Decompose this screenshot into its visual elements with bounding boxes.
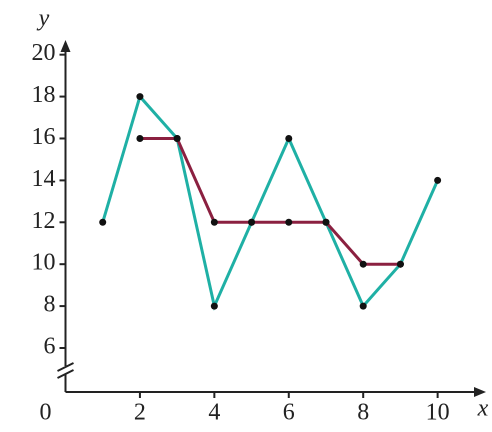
y-axis-label: y [37,6,50,32]
axis-break [57,362,74,372]
data-point [248,218,256,226]
series-line [139,136,401,266]
y-tick-label: 14 [32,166,56,192]
y-tick-label: 10 [32,250,56,276]
data-point [359,302,367,310]
y-tick-label: 18 [32,82,56,108]
y-tick-label: 6 [44,334,56,360]
axis-break [57,369,74,379]
y-tick-label: 16 [32,124,56,150]
y-tick-label: 8 [44,292,56,318]
x-tick-label: 6 [283,400,295,426]
data-point [396,260,404,268]
data-point [210,218,218,226]
data-point [173,134,181,142]
data-point [210,302,218,310]
x-tick-label: 10 [426,400,450,426]
data-point [99,218,107,226]
y-tick-label: 12 [32,208,56,234]
data-point [285,218,293,226]
x-tick-label: 2 [134,400,146,426]
x-tick-label: 4 [208,400,220,426]
axis-break-gap [57,366,74,374]
x-tick-label: 8 [357,400,369,426]
data-point [285,134,293,142]
x-tick-label: 0 [40,400,52,426]
data-point [136,134,144,142]
x-axis-arrow [474,387,486,397]
data-point [322,218,330,226]
x-axis-label: x [477,396,489,422]
y-axis-arrow [60,40,71,52]
data-point [136,93,144,101]
series-line [101,93,439,311]
data-point [434,176,442,184]
y-tick-label: 20 [32,40,56,66]
data-point [359,260,367,268]
